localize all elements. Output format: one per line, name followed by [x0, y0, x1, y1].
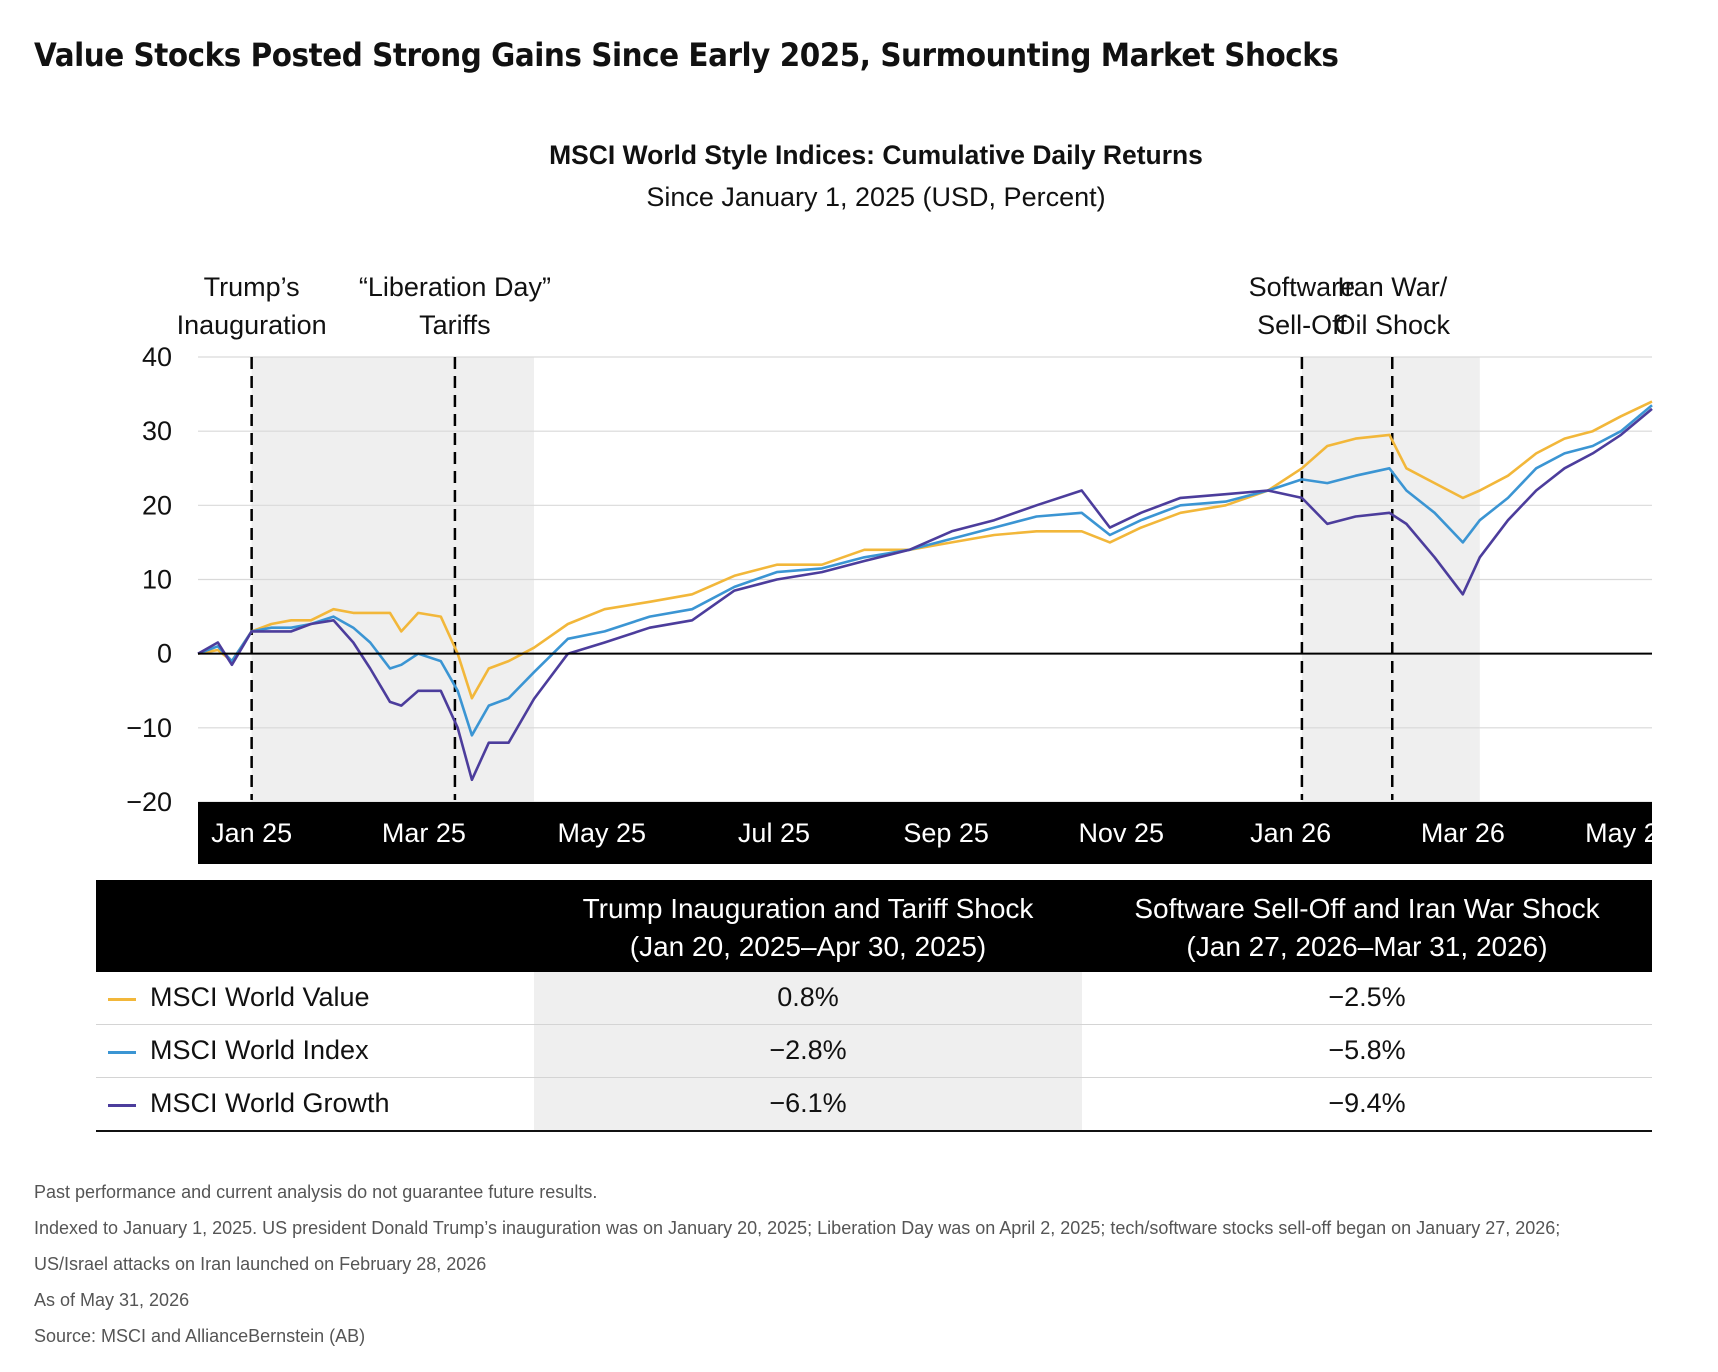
table-header: Trump Inauguration and Tariff Shock (Jan…	[96, 880, 1652, 972]
chart-title: MSCI World Style Indices: Cumulative Dai…	[549, 140, 1203, 170]
column-header-2-title: Software Sell-Off and Iran War Shock	[1134, 893, 1600, 924]
y-tick-label: 10	[142, 565, 172, 595]
event-label: Sell-Off	[1257, 310, 1347, 340]
returns-table: Trump Inauguration and Tariff Shock (Jan…	[96, 880, 1652, 1132]
footnote: As of May 31, 2026	[34, 1290, 190, 1310]
series-line	[197, 404, 1653, 737]
event-label: Trump’s	[204, 272, 300, 302]
x-tick-label: Jan 26	[1250, 818, 1331, 848]
shaded-column	[534, 1025, 1082, 1077]
x-axis-band	[198, 802, 1652, 864]
column-header-1-dates: (Jan 20, 2025–Apr 30, 2025)	[629, 931, 987, 962]
legend-swatch-value	[108, 998, 136, 1001]
table-row: MSCI World Growth −6.1% −9.4%	[96, 1078, 1652, 1132]
column-header-1: Trump Inauguration and Tariff Shock (Jan…	[534, 890, 1082, 966]
event-label: Iran War/	[1337, 272, 1448, 302]
x-tick-label: Mar 25	[382, 818, 466, 848]
column-header-2-dates: (Jan 27, 2026–Mar 31, 2026)	[1186, 931, 1548, 962]
column-header-2: Software Sell-Off and Iran War Shock (Ja…	[1082, 890, 1652, 966]
x-tick-label: May 25	[557, 818, 646, 848]
legend-swatch-growth	[108, 1104, 136, 1107]
cell-value: 0.8%	[777, 982, 839, 1012]
y-tick-label: −10	[126, 713, 172, 743]
y-tick-label: 20	[142, 490, 172, 520]
legend-swatch-index	[108, 1051, 136, 1054]
row-label: MSCI World Value	[150, 982, 370, 1012]
event-label: Tariffs	[419, 310, 491, 340]
series-line	[197, 407, 1653, 782]
footnote: US/Israel attacks on Iran launched on Fe…	[34, 1254, 487, 1274]
y-tick-label: −20	[126, 787, 172, 817]
y-tick-label: 0	[157, 639, 172, 669]
cell-value: −9.4%	[1328, 1088, 1406, 1118]
footnote: Past performance and current analysis do…	[34, 1182, 598, 1202]
footnotes: Past performance and current analysis do…	[34, 1180, 1560, 1360]
line-chart: 40 30 20 10 0 −10 −20 Trump’s Inauguration “Liber…	[126, 272, 1674, 864]
x-tick-label: May 26	[1585, 818, 1674, 848]
event-label: Inauguration	[177, 310, 327, 340]
cell-value: −2.5%	[1328, 982, 1406, 1012]
cell-value: −5.8%	[1328, 1035, 1406, 1065]
event-label: Software	[1249, 272, 1356, 302]
chart-subtitle: Since January 1, 2025 (USD, Percent)	[646, 182, 1106, 212]
column-header-1-title: Trump Inauguration and Tariff Shock	[582, 893, 1034, 924]
shaded-column	[534, 1078, 1082, 1130]
footnote: Source: MSCI and AllianceBernstein (AB)	[34, 1326, 366, 1346]
event-label: “Liberation Day”	[359, 272, 551, 302]
cell-value: −6.1%	[769, 1088, 847, 1118]
row-label: MSCI World Index	[150, 1035, 369, 1065]
cell-value: −2.8%	[769, 1035, 847, 1065]
y-tick-label: 30	[142, 416, 172, 446]
y-tick-label: 40	[142, 342, 172, 372]
row-label: MSCI World Growth	[150, 1088, 390, 1118]
table-row: MSCI World Index −2.8% −5.8%	[96, 1025, 1652, 1078]
table-row: MSCI World Value 0.8% −2.5%	[96, 972, 1652, 1025]
event-label: Oil Shock	[1334, 310, 1450, 340]
x-tick-label: Sep 25	[903, 818, 989, 848]
footnote: Indexed to January 1, 2025. US president…	[34, 1218, 1561, 1238]
x-tick-label: Mar 26	[1421, 818, 1505, 848]
x-tick-label: Nov 25	[1078, 818, 1164, 848]
x-tick-label: Jan 25	[211, 818, 292, 848]
shaded-column	[534, 972, 1082, 1024]
page-headline: Value Stocks Posted Strong Gains Since E…	[34, 36, 1339, 74]
x-tick-label: Jul 25	[738, 818, 810, 848]
series-line	[197, 400, 1653, 700]
